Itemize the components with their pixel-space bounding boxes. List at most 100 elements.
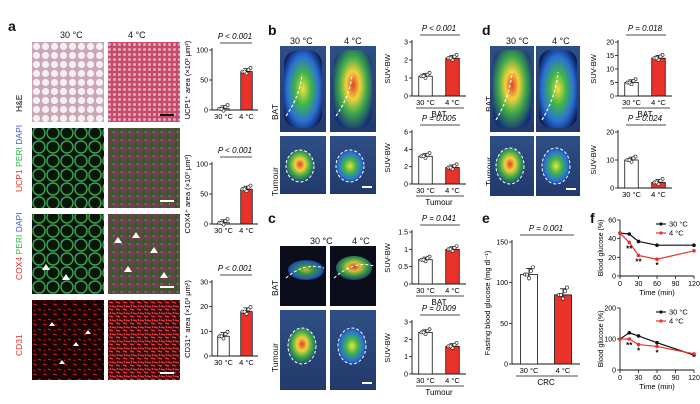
data-point — [242, 187, 247, 192]
x-tick-label: 30 °C — [416, 186, 435, 195]
x-tick-label: 0 — [618, 281, 622, 288]
panel-letter-f: f — [590, 210, 595, 226]
y-tick-label: 10 — [200, 329, 208, 336]
data-point — [425, 152, 430, 157]
y-tick-label: 2 — [404, 58, 408, 65]
x-tick-label: 30 °C — [622, 190, 641, 199]
y-tick-label: 100 — [196, 162, 208, 169]
x-tick-label: 4 °C — [651, 190, 666, 199]
d-col-30-label: 30 °C — [506, 36, 529, 46]
significance-star: * — [637, 347, 641, 356]
significance-star: ** — [635, 257, 642, 266]
x-tick-label: 90 — [672, 281, 680, 288]
data-point — [223, 332, 228, 336]
y-tick-label: 0 — [612, 274, 616, 281]
x-axis-label: BAT — [432, 298, 447, 307]
series-point — [636, 342, 641, 347]
chart-f1: 0 20 40 60 0 30 60 90 120 Time (min) Blood glucose… — [598, 218, 700, 298]
p-value-label: P = 0.041 — [422, 214, 456, 223]
y-tick-label: 0 — [204, 354, 208, 361]
significance-star: ** — [626, 244, 633, 253]
y-tick-label: 0 — [610, 94, 614, 101]
data-point — [452, 342, 457, 347]
series-point — [618, 337, 622, 341]
data-point — [246, 185, 251, 190]
data-point — [627, 80, 632, 85]
bar-0 — [624, 159, 639, 189]
a-row3-cox4: COX4 — [14, 256, 24, 280]
panel-letter-e: e — [482, 210, 490, 226]
x-tick-label: 30 °C — [520, 366, 539, 375]
d-col-4-label: 4 °C — [552, 36, 570, 46]
x-axis-label: Time (min) — [639, 382, 675, 391]
y-tick-label: 40 — [608, 236, 616, 243]
x-tick-label: 90 — [672, 375, 680, 382]
bar-1 — [240, 71, 253, 111]
b-row-bat-label: BAT — [270, 104, 280, 120]
y-tick-label: 6 — [404, 130, 408, 137]
y-tick-label: 150 — [496, 240, 508, 247]
x-tick-label: 4 °C — [445, 286, 460, 295]
x-tick-label: 30 — [635, 375, 643, 382]
data-point — [631, 78, 636, 83]
y-tick-label: 0 — [204, 222, 208, 229]
y-tick-label: 2 — [404, 164, 408, 171]
y-tick-label: 1 — [404, 247, 408, 254]
x-tick-label: 30 °C — [214, 358, 233, 367]
series-point — [627, 331, 632, 335]
a-row2-label: UCP1 PERI DAPI — [14, 125, 24, 192]
bar-0 — [418, 155, 433, 185]
data-point — [246, 67, 251, 72]
y-axis-label: SUV-BW — [589, 144, 598, 175]
data-point — [631, 156, 636, 161]
y-axis-label: SUV-BW — [383, 242, 392, 273]
x-tick-label: 30 — [635, 281, 643, 288]
x-tick-label: 60 — [653, 375, 661, 382]
y-tick-label: 0 — [504, 362, 508, 369]
data-point — [529, 268, 533, 273]
y-axis-label: SUV-BW — [383, 53, 392, 84]
p-value-label: P = 0.009 — [422, 304, 457, 313]
bar-1 — [445, 345, 460, 375]
y-axis-label: UCP1⁺ area (×10³ μm²) — [183, 40, 192, 119]
panel-letter-a: a — [8, 18, 16, 34]
data-point — [448, 247, 453, 252]
data-point — [452, 245, 457, 250]
y-tick-label: 200 — [604, 306, 616, 313]
data-point — [525, 272, 529, 277]
legend-label-1: 4 °C — [669, 317, 684, 326]
y-axis-label: SUV-BW — [383, 332, 392, 363]
data-point — [448, 344, 453, 349]
series-point — [627, 232, 632, 236]
legend-marker-1 — [659, 319, 663, 323]
significance-star: * — [655, 348, 659, 357]
x-tick-label: 30 °C — [416, 98, 435, 107]
series-point — [692, 249, 696, 253]
x-tick-label: 30 °C — [214, 112, 233, 121]
x-axis-label: Tumour — [425, 388, 453, 397]
x-axis-label: Tumour — [425, 198, 453, 207]
a-row2-dapi: DAPI — [14, 124, 24, 145]
y-axis-label: Fasting blood glucose (mg dl⁻¹) — [483, 250, 492, 355]
x-tick-label: 4 °C — [445, 376, 460, 385]
data-point — [627, 158, 632, 162]
legend-label-0: 30 °C — [669, 308, 688, 317]
y-axis-label: Blood glucose (%) — [598, 220, 605, 277]
chart-f2: 0 100 200 0 30 60 90 120 Time (min) Blood glucose… — [598, 306, 700, 392]
data-point — [565, 285, 569, 290]
data-point — [559, 292, 563, 297]
x-tick-label: 60 — [653, 281, 661, 288]
legend-marker-1 — [659, 231, 663, 235]
y-tick-label: 0 — [404, 182, 408, 189]
data-point — [246, 307, 251, 312]
y-tick-label: 100 — [604, 337, 616, 344]
data-point — [421, 154, 426, 159]
data-point — [242, 309, 247, 314]
x-tick-label: 4 °C — [445, 98, 460, 107]
data-point — [219, 220, 224, 225]
x-axis-label: CRC — [537, 378, 555, 387]
bar-1 — [445, 248, 460, 285]
x-tick-label: 120 — [688, 375, 700, 382]
series-point — [655, 344, 659, 349]
y-axis-label: CD31⁺ area (×10³ μm²) — [183, 280, 192, 358]
